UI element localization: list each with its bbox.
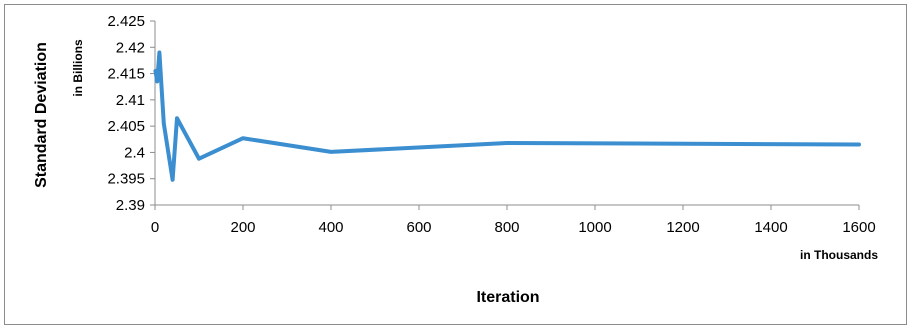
y-tick-label: 2.405 bbox=[107, 118, 145, 135]
x-tick-label: 200 bbox=[230, 219, 255, 236]
x-tick-label: 800 bbox=[494, 219, 519, 236]
x-axis-unit: in Thousands bbox=[800, 248, 878, 262]
x-tick-label: 600 bbox=[406, 219, 431, 236]
y-tick-label: 2.42 bbox=[116, 39, 145, 56]
y-tick-label: 2.425 bbox=[107, 13, 145, 30]
x-tick-label: 1200 bbox=[666, 219, 699, 236]
x-tick-label: 1600 bbox=[842, 219, 875, 236]
y-tick-label: 2.41 bbox=[116, 92, 145, 109]
y-tick-label: 2.4 bbox=[124, 144, 145, 161]
y-tick-label: 2.39 bbox=[116, 197, 145, 214]
x-axis-title: Iteration bbox=[476, 289, 539, 306]
x-tick-label: 1000 bbox=[578, 219, 611, 236]
series-line bbox=[153, 50, 861, 182]
y-axis-ticks: 2.39 2.395 2.4 2.405 2.41 2.415 2.42 2.425 bbox=[107, 13, 155, 214]
x-tick-label: 1400 bbox=[754, 219, 787, 236]
y-tick-label: 2.395 bbox=[107, 171, 145, 188]
y-tick-label: 2.415 bbox=[107, 66, 145, 83]
x-axis-ticks: 0 200 400 600 800 1000 1200 1400 1600 bbox=[151, 205, 876, 236]
y-axis-title: Standard Deviation bbox=[33, 42, 50, 188]
x-tick-label: 400 bbox=[318, 219, 343, 236]
y-axis-unit: in Billions bbox=[71, 39, 85, 97]
x-tick-label: 0 bbox=[151, 219, 159, 236]
